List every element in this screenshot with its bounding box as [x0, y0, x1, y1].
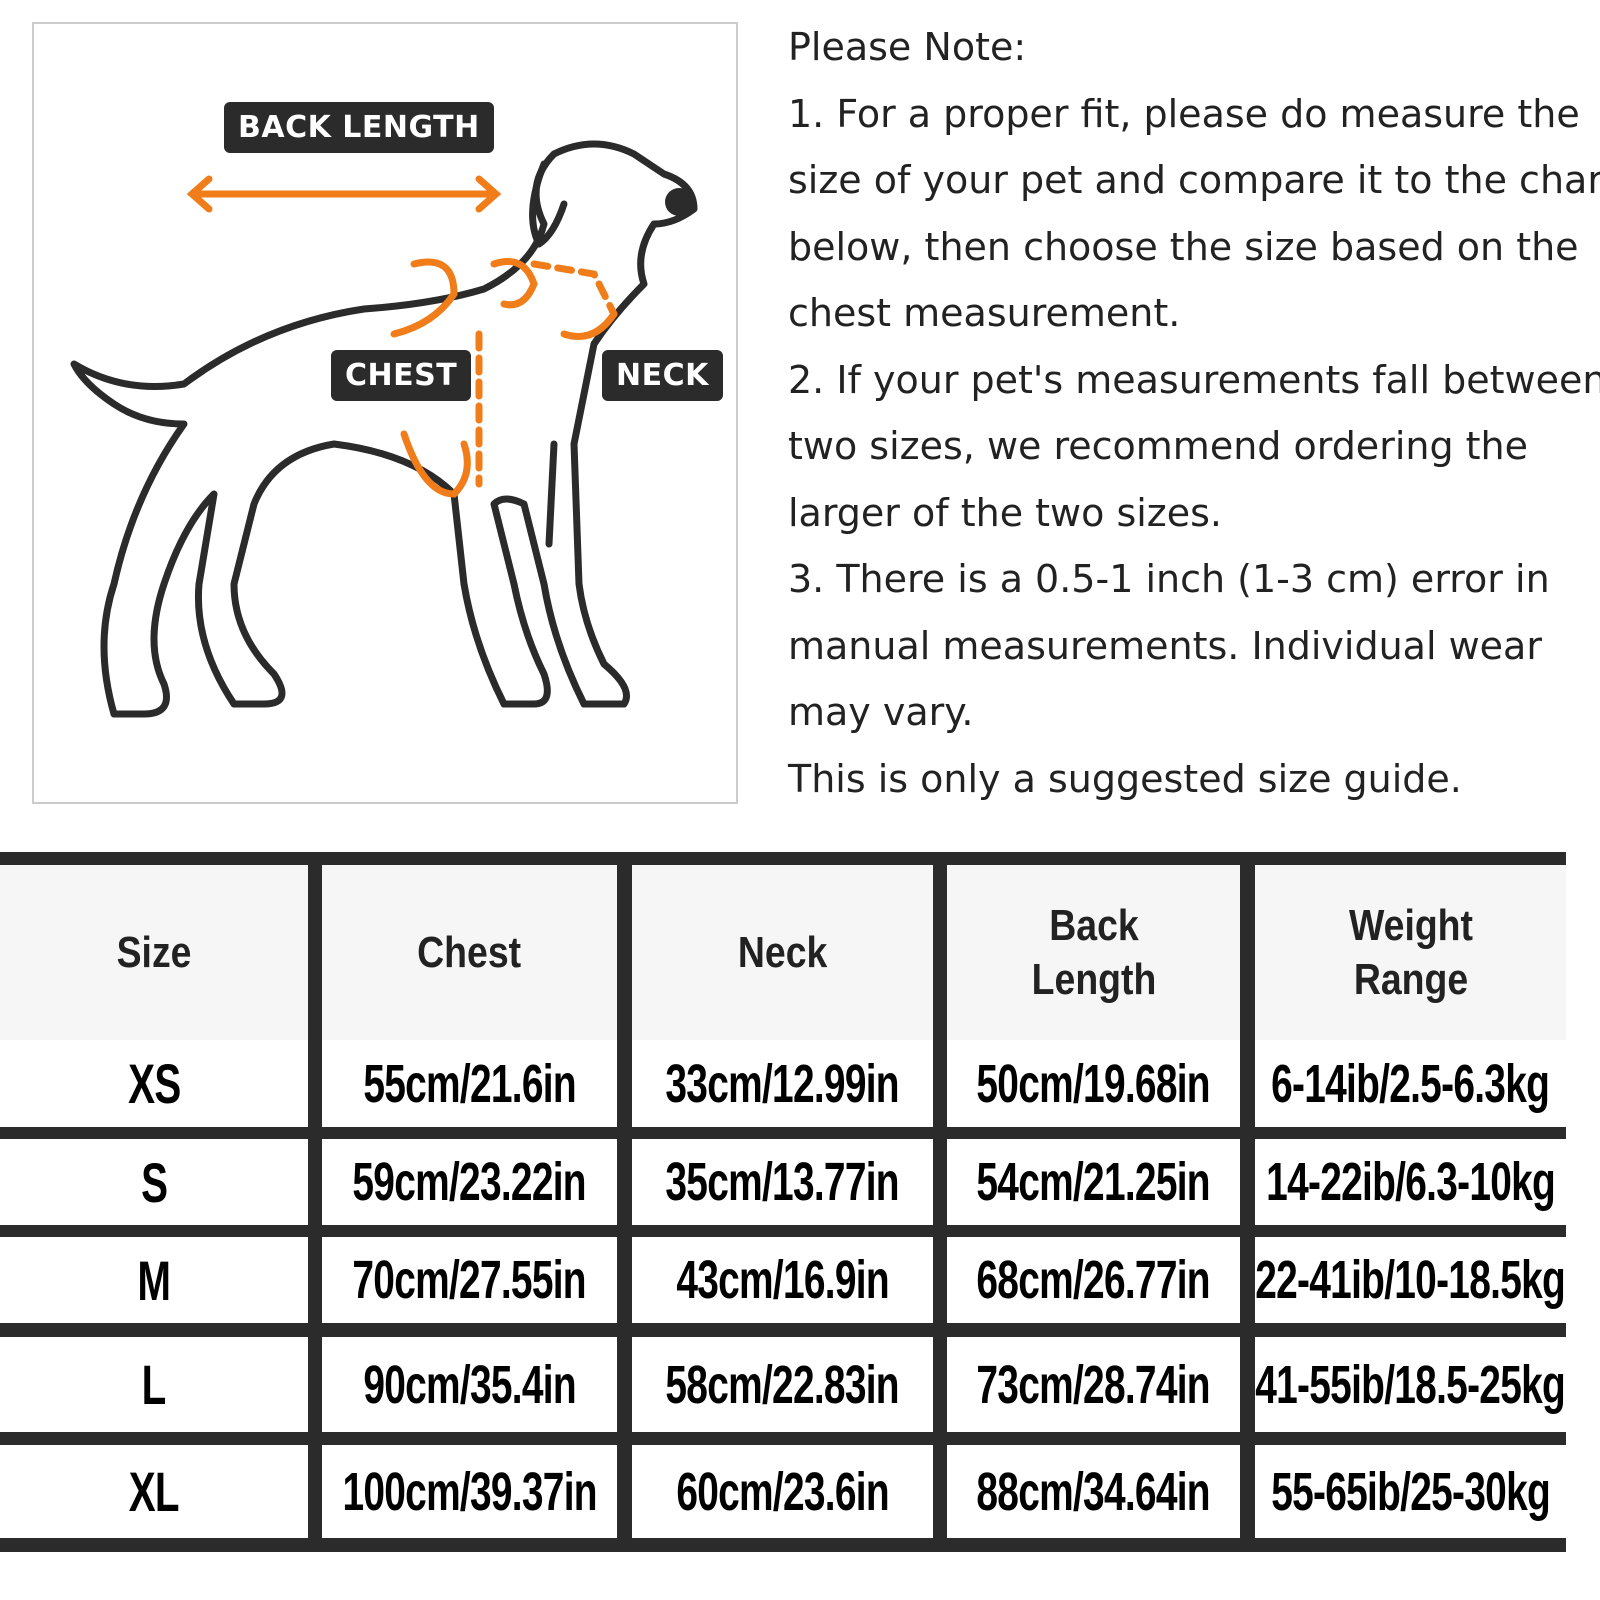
header-cell-weight-range: Weight Range [1255, 865, 1566, 1040]
cell-value: L [142, 1353, 167, 1416]
cell-value: 54cm/21.25in [976, 1152, 1211, 1212]
table-cell-size: M [0, 1237, 308, 1323]
table-cell-weight-range: 22-41ib/10-18.5kg [1255, 1237, 1566, 1323]
table-cell-weight-range: 55-65ib/25-30kg [1255, 1445, 1566, 1538]
table-cell-chest: 70cm/27.55in [322, 1237, 617, 1323]
table-cell-back-length: 68cm/26.77in [947, 1237, 1240, 1323]
notes-line: may vary. [788, 690, 974, 734]
header-cell-size: Size [0, 865, 308, 1040]
cell-value: S [140, 1150, 168, 1214]
back-length-label: BACK LENGTH [224, 102, 494, 153]
notes-line: 2. If your pet's measurements fall betwe… [788, 357, 1600, 402]
dog-measurement-illustration: BACK LENGTH CHEST NECK [32, 22, 738, 804]
notes-line: This is only a suggested size guide. [788, 756, 1462, 801]
table-cell-size: XS [0, 1040, 308, 1127]
column-header: Weight Range [1348, 900, 1473, 1004]
table-cell-weight-range: 6-14ib/2.5-6.3kg [1255, 1040, 1566, 1127]
cell-value: XS [127, 1052, 181, 1115]
cell-value: 6-14ib/2.5-6.3kg [1271, 1053, 1550, 1114]
notes-line: below, then choose the size based on the [788, 224, 1579, 269]
notes-line: chest measurement. [788, 291, 1181, 335]
cell-value: 55-65ib/25-30kg [1271, 1461, 1551, 1522]
header-cell-chest: Chest [322, 865, 617, 1040]
table-cell-neck: 33cm/12.99in [632, 1040, 933, 1127]
notes-line: size of your pet and compare it to the c… [788, 158, 1600, 202]
table-cell-neck: 60cm/23.6in [632, 1445, 933, 1538]
notes-heading: Please Note: [788, 25, 1027, 69]
table-cell-weight-range: 41-55ib/18.5-25kg [1255, 1337, 1566, 1432]
cell-value: 58cm/22.83in [665, 1354, 900, 1415]
size-chart-table: Size Chest Neck Back Length Weight Range XS 55… [0, 852, 1566, 1552]
table-cell-chest: 55cm/21.6in [322, 1040, 617, 1127]
cell-value: 35cm/13.77in [665, 1152, 900, 1212]
header-cell-neck: Neck [632, 865, 933, 1040]
table-cell-neck: 58cm/22.83in [632, 1337, 933, 1432]
dog-outline-icon [70, 140, 698, 718]
neck-label: NECK [602, 350, 723, 401]
cell-value: 88cm/34.64in [976, 1461, 1211, 1522]
cell-value: 73cm/28.74in [976, 1354, 1211, 1415]
cell-value: 33cm/12.99in [665, 1053, 900, 1114]
cell-value: 41-55ib/18.5-25kg [1255, 1354, 1567, 1415]
notes-line: larger of the two sizes. [788, 490, 1223, 535]
notes-line: 3. There is a 0.5-1 inch (1-3 cm) error … [788, 557, 1550, 601]
table-cell-back-length: 73cm/28.74in [947, 1337, 1240, 1432]
cell-value: 68cm/26.77in [976, 1250, 1211, 1310]
table-cell-chest: 59cm/23.22in [322, 1139, 617, 1225]
notes-line: two sizes, we recommend ordering the [788, 424, 1529, 468]
size-notes: Please Note: 1. For a proper fit, please… [788, 14, 1600, 812]
cell-value: 14-22ib/6.3-10kg [1266, 1152, 1556, 1212]
cell-value: 55cm/21.6in [363, 1053, 576, 1114]
notes-line: manual measurements. Individual wear [788, 623, 1542, 668]
table-cell-neck: 35cm/13.77in [632, 1139, 933, 1225]
table-cell-chest: 90cm/35.4in [322, 1337, 617, 1432]
cell-value: 59cm/23.22in [352, 1152, 587, 1212]
table-cell-back-length: 54cm/21.25in [947, 1139, 1240, 1225]
table-cell-back-length: 88cm/34.64in [947, 1445, 1240, 1538]
column-header: Back Length [1031, 900, 1156, 1004]
column-header: Neck [737, 927, 828, 977]
cell-value: 43cm/16.9in [676, 1250, 889, 1310]
cell-value: 22-41ib/10-18.5kg [1255, 1250, 1567, 1310]
chest-label: CHEST [331, 350, 472, 401]
table-cell-neck: 43cm/16.9in [632, 1237, 933, 1323]
column-header: Chest [417, 927, 522, 977]
cell-value: 50cm/19.68in [976, 1053, 1211, 1114]
table-cell-size: L [0, 1337, 308, 1432]
header-cell-back-length: Back Length [947, 865, 1240, 1040]
cell-value: 70cm/27.55in [352, 1250, 587, 1310]
cell-value: M [137, 1248, 172, 1312]
cell-value: XL [128, 1460, 180, 1523]
table-cell-back-length: 50cm/19.68in [947, 1040, 1240, 1127]
cell-value: 60cm/23.6in [676, 1461, 889, 1522]
table-cell-size: XL [0, 1445, 308, 1538]
column-header: Size [116, 927, 192, 977]
cell-value: 90cm/35.4in [363, 1354, 576, 1415]
table-cell-chest: 100cm/39.37in [322, 1445, 617, 1538]
notes-line: 1. For a proper fit, please do measure t… [788, 91, 1580, 136]
table-cell-size: S [0, 1139, 308, 1225]
table-cell-weight-range: 14-22ib/6.3-10kg [1255, 1139, 1566, 1225]
cell-value: 100cm/39.37in [342, 1461, 597, 1522]
